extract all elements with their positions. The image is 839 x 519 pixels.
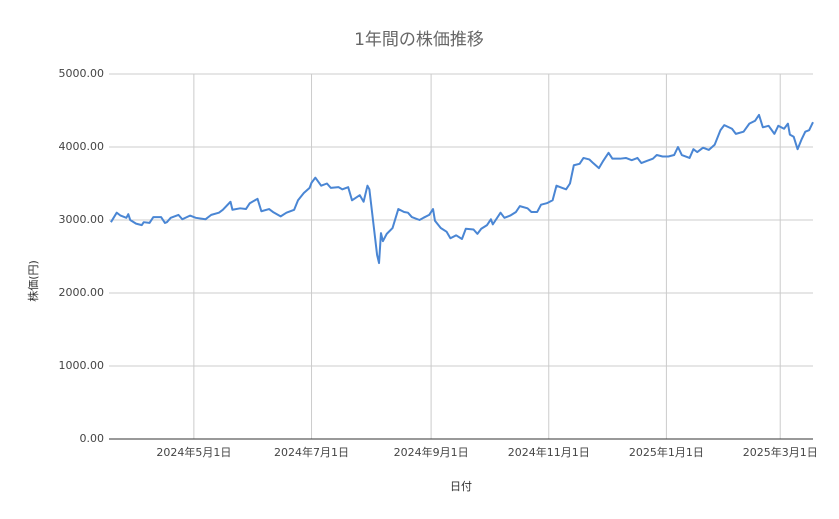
x-tick-label: 2024年11月1日: [508, 445, 590, 459]
price-line: [110, 113, 814, 265]
x-tick-label: 2025年1月1日: [629, 445, 704, 459]
y-axis-label: 株価(円): [26, 260, 40, 302]
y-tick-label: 0.00: [80, 432, 105, 445]
y-tick-label: 3000.00: [59, 213, 105, 226]
x-tick-label: 2024年7月1日: [274, 445, 349, 459]
y-tick-label: 5000.00: [59, 67, 105, 80]
y-tick-label: 4000.00: [59, 140, 105, 153]
chart-title: 1年間の株価推移: [354, 30, 484, 50]
y-tick-label: 2000.00: [59, 286, 105, 299]
x-tick-label: 2024年9月1日: [394, 445, 469, 459]
y-tick-label: 1000.00: [59, 359, 105, 372]
x-tick-label: 2024年5月1日: [156, 445, 231, 459]
x-axis-label: 日付: [450, 480, 472, 493]
x-tick-label: 2025年3月1日: [743, 445, 818, 459]
